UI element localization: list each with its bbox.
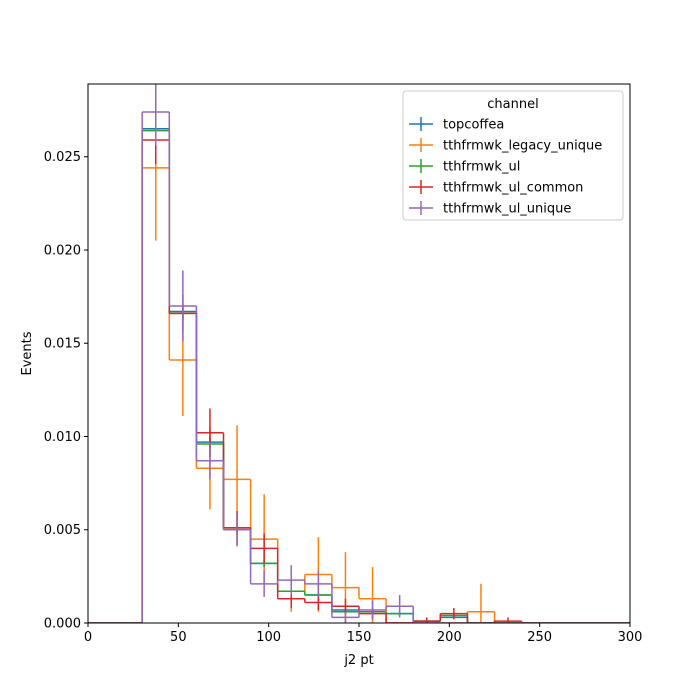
x-tick-label: 150 bbox=[347, 630, 372, 645]
x-axis-ticks: 0 50 100 150 200 250 300 bbox=[84, 623, 643, 645]
y-tick-label: 0.025 bbox=[44, 150, 81, 165]
y-tick-label: 0.000 bbox=[44, 617, 81, 632]
legend-item: tthfrmwk_legacy_unique bbox=[409, 138, 602, 154]
legend-label: tthfrmwk_ul_unique bbox=[443, 202, 571, 217]
y-tick-label: 0.010 bbox=[44, 430, 81, 445]
legend-item: tthfrmwk_ul_unique bbox=[409, 201, 571, 217]
x-tick-label: 250 bbox=[527, 630, 552, 645]
x-axis-label: j2 pt bbox=[343, 653, 373, 668]
y-axis-ticks: 0.000 0.005 0.010 0.015 0.020 0.025 bbox=[44, 150, 88, 632]
y-axis-label: Events bbox=[20, 331, 35, 375]
legend-title: channel bbox=[487, 97, 538, 112]
x-tick-label: 0 bbox=[84, 630, 92, 645]
x-tick-label: 200 bbox=[437, 630, 462, 645]
legend-label: tthfrmwk_ul bbox=[443, 160, 520, 175]
x-tick-label: 300 bbox=[618, 630, 643, 645]
legend-box bbox=[402, 90, 624, 221]
series-tthfrmwk_ul_unique bbox=[88, 84, 630, 623]
histogram-series-layer bbox=[88, 84, 630, 623]
legend-item: tthfrmwk_ul_common bbox=[409, 180, 583, 196]
legend-label: topcoffea bbox=[443, 118, 504, 133]
legend-items: topcoffea tthfrmwk_legacy_unique tthfrmwk_… bbox=[409, 117, 602, 217]
x-tick-label: 50 bbox=[170, 630, 187, 645]
legend-label: tthfrmwk_ul_common bbox=[443, 181, 583, 196]
y-tick-label: 0.015 bbox=[44, 337, 81, 352]
legend-item: tthfrmwk_ul bbox=[409, 159, 520, 175]
x-tick-label: 100 bbox=[256, 630, 281, 645]
legend-item: topcoffea bbox=[409, 117, 504, 133]
y-tick-label: 0.005 bbox=[44, 523, 81, 538]
y-tick-label: 0.020 bbox=[44, 243, 81, 258]
legend-label: tthfrmwk_legacy_unique bbox=[443, 139, 602, 154]
legend: channel topcoffeatthfrmwk_legacy_uniquet… bbox=[402, 90, 624, 221]
